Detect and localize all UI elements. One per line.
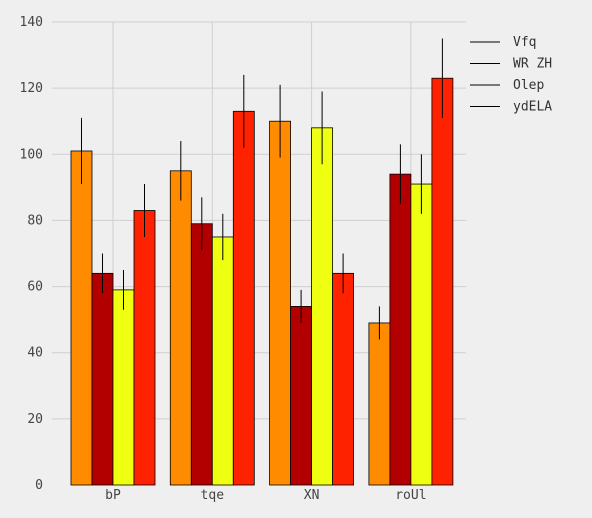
bar: [91, 272, 114, 486]
error-bars: [81, 38, 443, 340]
x-tick-label: bP: [105, 488, 121, 503]
bar: [332, 272, 355, 486]
x-tick-label: XN: [304, 488, 320, 503]
y-tick-label: 80: [27, 213, 43, 228]
legend-label: WR ZH: [513, 57, 552, 72]
y-tick-label: 140: [20, 15, 43, 30]
x-tick-label: roUl: [395, 488, 426, 503]
bar: [112, 289, 135, 486]
bar: [169, 170, 192, 486]
bars: [70, 77, 454, 486]
y-tick-label: 40: [27, 346, 43, 361]
bar: [431, 77, 454, 486]
legend-label: Olep: [513, 78, 544, 93]
legend-label: Vfq: [513, 35, 536, 50]
bar: [211, 236, 234, 486]
bar: [70, 150, 93, 486]
bar: [190, 223, 213, 486]
y-tick-label: 20: [27, 412, 43, 427]
bar: [232, 110, 255, 486]
y-tick-label: 0: [35, 478, 43, 493]
y-tick-label: 60: [27, 280, 43, 295]
y-axis-ticks: 0 20 40 60 80 100 120 140: [20, 15, 43, 493]
legend-label: ydELA: [513, 100, 552, 115]
y-tick-label: 100: [20, 147, 43, 162]
bar: [290, 306, 313, 486]
bar: [410, 183, 433, 486]
legend: Vfq WR ZH Olep ydELA: [470, 35, 552, 115]
x-tick-label: tqe: [201, 488, 225, 503]
bar: [311, 127, 334, 486]
x-axis-ticks: bP tqe XN roUl: [105, 488, 426, 503]
bar: [368, 322, 391, 486]
bar: [269, 120, 292, 486]
bar: [389, 173, 412, 486]
bar: [133, 210, 156, 486]
y-tick-label: 120: [20, 81, 43, 96]
